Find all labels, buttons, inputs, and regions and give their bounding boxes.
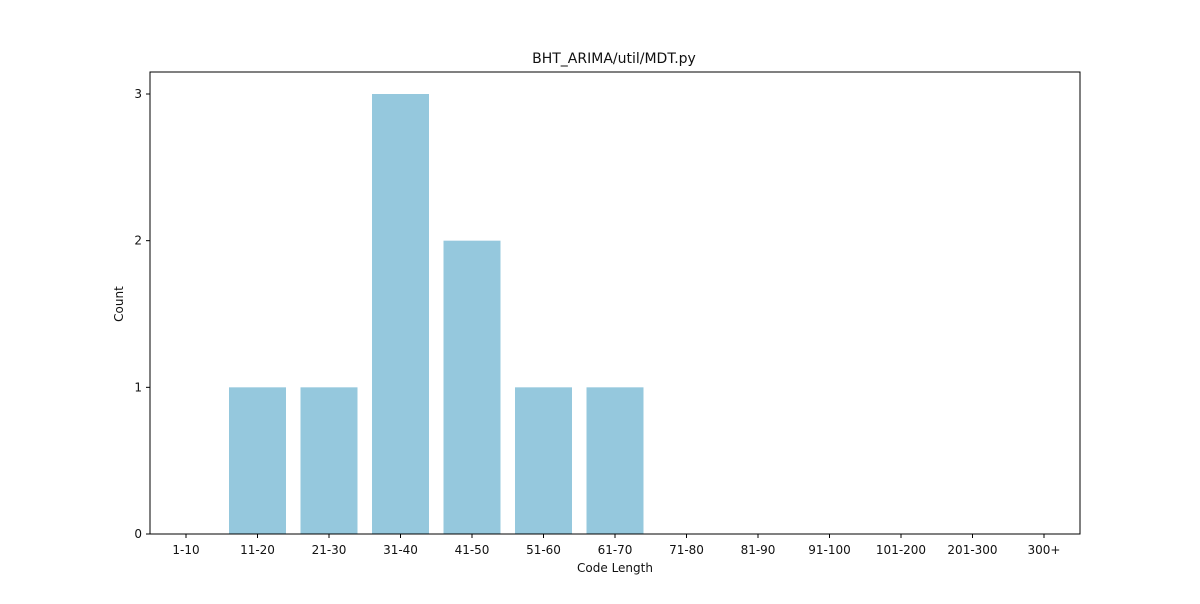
y-axis-ticks: 0 1 2 3 [134, 87, 150, 541]
x-tick-label: 21-30 [312, 543, 347, 557]
x-tick-label: 300+ [1028, 543, 1061, 557]
bar-11-20 [229, 387, 286, 534]
x-tick-label: 31-40 [383, 543, 418, 557]
bar-21-30 [300, 387, 358, 534]
chart-title: BHT_ARIMA/util/MDT.py [532, 51, 696, 67]
bar-61-70 [586, 387, 644, 534]
bar-31-40 [372, 94, 429, 534]
x-tick-label: 41-50 [455, 543, 490, 557]
y-axis-label: Count [112, 286, 126, 322]
y-tick-label: 0 [134, 527, 142, 541]
bar-41-50 [443, 240, 501, 534]
x-tick-label: 91-100 [808, 543, 851, 557]
y-tick-label: 2 [134, 234, 142, 248]
y-tick-label: 1 [134, 380, 142, 394]
x-tick-label: 201-300 [947, 543, 997, 557]
x-axis-label: Code Length [577, 561, 653, 575]
x-tick-label: 101-200 [876, 543, 926, 557]
x-tick-label: 81-90 [741, 543, 776, 557]
x-tick-label: 11-20 [240, 543, 275, 557]
x-tick-label: 71-80 [669, 543, 704, 557]
x-tick-label: 1-10 [172, 543, 199, 557]
x-tick-label: 51-60 [526, 543, 561, 557]
bar-51-60 [515, 387, 572, 534]
bars-group [229, 94, 644, 534]
y-tick-label: 3 [134, 87, 142, 101]
x-tick-label: 61-70 [598, 543, 633, 557]
x-axis-ticks: 1-10 11-20 21-30 31-40 41-50 51-60 61-70 71-80 8… [172, 534, 1060, 557]
